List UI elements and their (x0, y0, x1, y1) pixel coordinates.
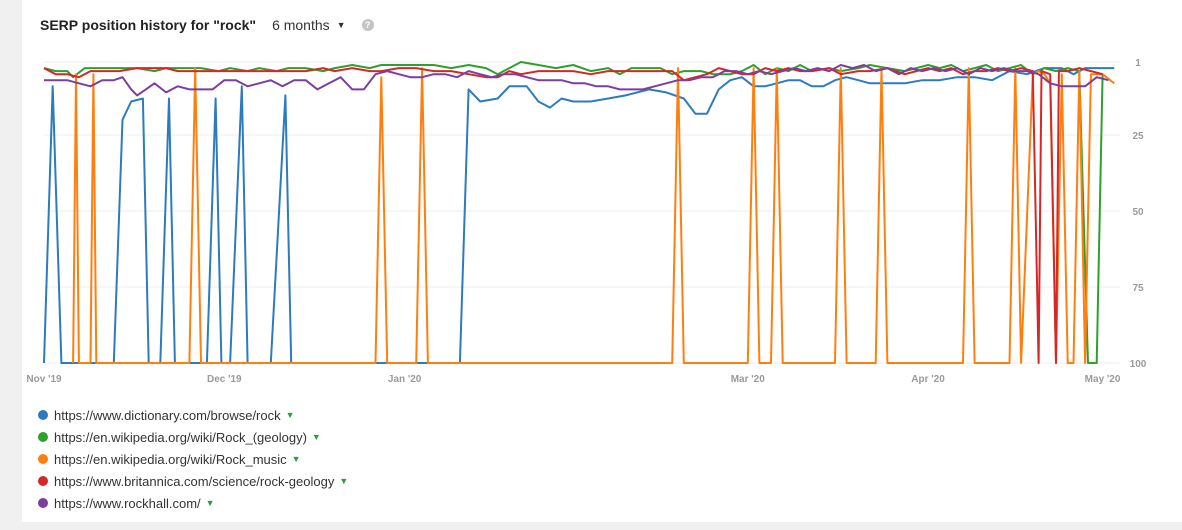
x-tick-label: Jan '20 (388, 374, 422, 385)
series-color-dot (38, 432, 48, 442)
x-tick-label: Apr '20 (911, 374, 945, 385)
legend-item-wikipedia-music[interactable]: https://en.wikipedia.org/wiki/Rock_music… (38, 448, 348, 470)
legend-label: https://www.britannica.com/science/rock-… (54, 473, 335, 489)
legend-item-dictionary[interactable]: https://www.dictionary.com/browse/rock ▼ (38, 404, 348, 426)
y-tick-label: 75 (1132, 283, 1144, 294)
x-tick-label: May '20 (1085, 374, 1121, 385)
series-color-dot (38, 410, 48, 420)
toggle-arrow-icon[interactable]: ▼ (291, 454, 301, 464)
serp-position-chart: 1 25 50 75 100 Nov '19 Dec '19 Jan '20 Mar '20 Ap… (26, 58, 1147, 385)
legend-item-rockhall[interactable]: https://www.rockhall.com/ ▼ (38, 492, 348, 514)
series-line-2 (43, 61, 1104, 364)
serp-history-card: SERP position history for "rock" 6 month… (22, 0, 1182, 522)
toggle-arrow-icon[interactable]: ▼ (311, 432, 321, 442)
legend-label: https://www.dictionary.com/browse/rock (54, 407, 281, 423)
x-tick-label: Mar '20 (731, 374, 766, 385)
x-tick-label: Nov '19 (26, 374, 62, 385)
y-tick-label: 1 (1135, 58, 1141, 69)
chart-header: SERP position history for "rock" 6 month… (40, 15, 374, 35)
legend-label: https://en.wikipedia.org/wiki/Rock_music (54, 451, 287, 467)
toggle-arrow-icon[interactable]: ▼ (339, 476, 349, 486)
chart-legend: https://www.dictionary.com/browse/rock ▼… (38, 404, 348, 514)
toggle-arrow-icon[interactable]: ▼ (285, 410, 295, 420)
y-tick-label: 50 (1132, 207, 1144, 218)
toggle-arrow-icon[interactable]: ▼ (205, 498, 215, 508)
legend-label: https://en.wikipedia.org/wiki/Rock_(geol… (54, 429, 307, 445)
series-line-3 (72, 67, 1115, 364)
y-tick-label: 25 (1132, 131, 1144, 142)
series-line-5 (44, 64, 1109, 97)
series-line-4 (43, 67, 1103, 364)
time-range-label: 6 months (272, 17, 330, 33)
y-tick-label: 100 (1130, 359, 1147, 370)
caret-down-icon: ▼ (336, 20, 346, 30)
series-line-1 (43, 67, 1115, 364)
time-range-dropdown[interactable]: 6 months ▼ (272, 17, 346, 33)
series-color-dot (38, 454, 48, 464)
help-icon[interactable]: ? (361, 19, 374, 31)
series-color-dot (38, 498, 48, 508)
x-tick-label: Dec '19 (207, 374, 242, 385)
series-color-dot (38, 476, 48, 486)
legend-label: https://www.rockhall.com/ (54, 495, 201, 511)
legend-item-wikipedia-geology[interactable]: https://en.wikipedia.org/wiki/Rock_(geol… (38, 426, 348, 448)
legend-item-britannica[interactable]: https://www.britannica.com/science/rock-… (38, 470, 348, 492)
chart-title: SERP position history for "rock" (40, 17, 257, 33)
